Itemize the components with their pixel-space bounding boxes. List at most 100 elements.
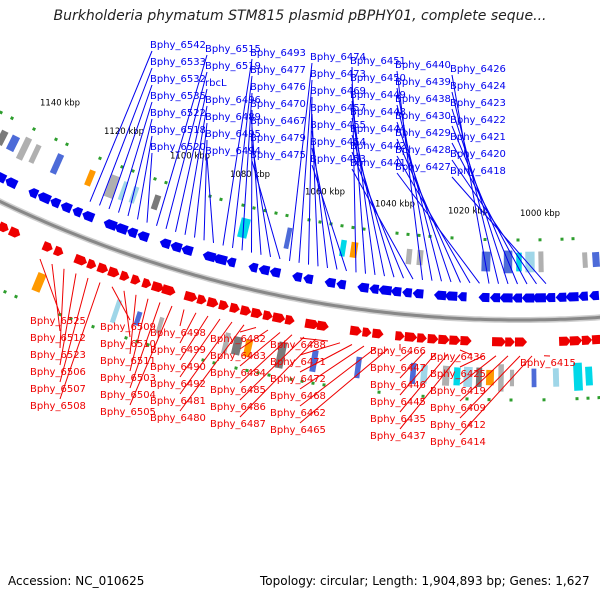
forward-gene-arrow xyxy=(28,188,40,199)
dot-marker xyxy=(58,312,62,317)
scale-label: 1140 kbp xyxy=(40,98,80,108)
gene-label: Bphy_6535 xyxy=(150,91,206,102)
reverse-gene-arrow xyxy=(371,328,384,339)
forward-gene-arrow xyxy=(433,290,447,301)
feature-block xyxy=(220,332,232,355)
dot-marker xyxy=(252,206,256,210)
gene-label: Bphy_6472 xyxy=(270,374,326,385)
feature-block xyxy=(109,299,123,324)
leader-line xyxy=(203,139,208,241)
reverse-gene-arrow xyxy=(7,226,21,238)
gene-label: Bphy_6422 xyxy=(450,115,506,126)
gene-label: Bphy_6424 xyxy=(450,81,506,92)
forward-gene-arrow xyxy=(127,227,139,239)
reverse-gene-arrow xyxy=(514,337,528,347)
reverse-gene-arrow xyxy=(73,253,87,266)
dot-marker xyxy=(311,381,315,385)
forward-gene-arrow xyxy=(213,254,228,266)
reverse-gene-arrow xyxy=(284,314,295,325)
dot-marker xyxy=(131,169,135,173)
reverse-gene-arrow xyxy=(161,284,176,296)
feature-block xyxy=(117,181,129,201)
leader-line xyxy=(399,351,425,379)
forward-gene-arrow xyxy=(412,288,424,299)
forward-gene-arrow xyxy=(269,267,282,278)
leader-line xyxy=(399,352,437,396)
leader-line xyxy=(299,344,353,373)
dot-marker xyxy=(91,324,95,329)
gene-label: Bphy_6427 xyxy=(395,162,451,173)
gene-label: Bphy_6476 xyxy=(250,82,306,93)
gene-label: Bphy_6470 xyxy=(250,99,306,110)
reverse-gene-arrow xyxy=(196,294,207,305)
dot-marker xyxy=(164,180,168,185)
leader-line xyxy=(459,355,497,385)
leader-line xyxy=(59,268,65,349)
feature-block xyxy=(485,369,495,386)
forward-gene-arrow xyxy=(50,197,62,209)
gene-label: Bphy_6520 xyxy=(150,142,206,153)
gene-label: Bphy_6462 xyxy=(270,408,326,419)
gene-label: Bphy_6423 xyxy=(450,98,506,109)
scale-label: 1060 kbp xyxy=(305,188,345,198)
reverse-gene-arrow xyxy=(427,334,439,344)
feature-block xyxy=(453,367,461,386)
gene-label: Bphy_6495 xyxy=(205,129,261,140)
forward-gene-arrow xyxy=(159,238,172,250)
dot-marker xyxy=(560,237,564,241)
reverse-gene-arrow xyxy=(304,318,319,330)
feature-block xyxy=(463,366,473,388)
dot-marker xyxy=(362,227,366,231)
reverse-gene-arrow xyxy=(183,290,198,302)
leader-line xyxy=(194,122,208,238)
reverse-gene-arrow xyxy=(119,270,130,281)
gene-label: Bphy_6486 xyxy=(210,402,266,413)
dot-marker xyxy=(274,211,278,215)
forward-gene-arrow xyxy=(478,292,490,303)
leader-line xyxy=(396,104,442,282)
forward-gene-arrow xyxy=(258,265,271,276)
feature-block xyxy=(591,251,600,268)
leader-line xyxy=(129,305,173,406)
gene-label: Bphy_6503 xyxy=(100,373,156,384)
scale-label: 1020 kbp xyxy=(448,207,488,217)
gene-label: Bphy_6498 xyxy=(150,328,206,339)
gene-label: Bphy_6490 xyxy=(150,362,206,373)
dot-marker xyxy=(300,379,304,384)
leader-line xyxy=(239,334,293,384)
leader-line xyxy=(59,282,101,400)
reverse-gene-arrow xyxy=(581,335,593,345)
leader-line xyxy=(399,353,449,413)
reverse-gene-arrow xyxy=(558,336,571,346)
leader-line xyxy=(451,74,490,284)
gene-label: Bphy_6511 xyxy=(100,356,156,367)
backbone-layer xyxy=(0,198,600,323)
leader-line xyxy=(396,87,433,281)
reverse-gene-arrow xyxy=(404,332,418,342)
reverse-gene-arrow xyxy=(349,325,362,336)
feature-block xyxy=(349,241,359,259)
feature-block xyxy=(274,341,288,369)
reverse-gene-arrow xyxy=(591,334,600,345)
leader-line xyxy=(137,135,153,220)
leader-line xyxy=(308,96,313,265)
gene-label: Bphy_6484 xyxy=(210,368,266,379)
reverse-gene-arrow xyxy=(229,302,240,313)
dot-marker xyxy=(245,368,249,373)
feature-block xyxy=(283,227,293,250)
gene-label: Bphy_6510 xyxy=(100,339,156,350)
scale-label: 1080 kbp xyxy=(230,170,270,180)
gene-label: Bphy_6509 xyxy=(100,322,156,333)
gene-label: Bphy_6505 xyxy=(100,407,156,418)
dot-marker xyxy=(31,127,37,132)
map-title: Burkholderia phymatum STM815 plasmid pBP… xyxy=(53,8,547,24)
leader-line xyxy=(222,58,253,246)
gene-label: Bphy_6444 xyxy=(350,124,406,135)
gene-label: Bphy_6493 xyxy=(250,48,306,59)
leader-line xyxy=(179,309,185,327)
forward-gene-arrow xyxy=(0,172,8,184)
gene-label: Bphy_6477 xyxy=(250,65,306,76)
dot-marker xyxy=(516,238,520,242)
feature-block xyxy=(84,169,96,187)
